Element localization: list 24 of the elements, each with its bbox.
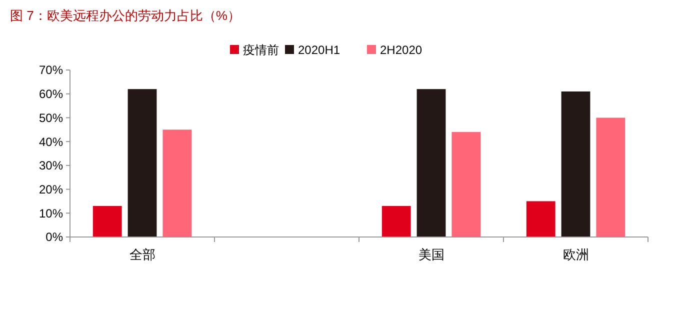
y-tick-label: 70% — [38, 63, 64, 78]
chart-title: 图 7：欧美远程办公的劳动力占比（%） — [10, 8, 240, 23]
y-tick-label: 50% — [38, 110, 64, 125]
bar — [162, 130, 192, 237]
bar — [561, 91, 590, 237]
bar — [128, 89, 157, 237]
bar — [596, 118, 626, 237]
bar — [526, 201, 556, 237]
bar — [416, 89, 446, 237]
x-tick-label: 全部 — [129, 247, 156, 262]
bar — [92, 206, 122, 237]
y-tick-label: 60% — [38, 87, 64, 102]
legend-label: 2H2020 — [380, 43, 422, 57]
legend-label: 疫情前 — [243, 43, 279, 57]
y-tick-label: 10% — [38, 206, 64, 220]
y-tick-label: 20% — [38, 182, 64, 196]
bar — [382, 206, 411, 237]
y-tick-label: 0% — [46, 230, 64, 244]
x-tick-label: 美国 — [418, 247, 444, 262]
x-tick-label: 欧洲 — [562, 247, 589, 262]
legend-label: 2020H1 — [298, 43, 340, 57]
bar — [452, 132, 481, 237]
y-tick-label: 30% — [38, 158, 64, 173]
y-tick-label: 40% — [38, 134, 64, 149]
